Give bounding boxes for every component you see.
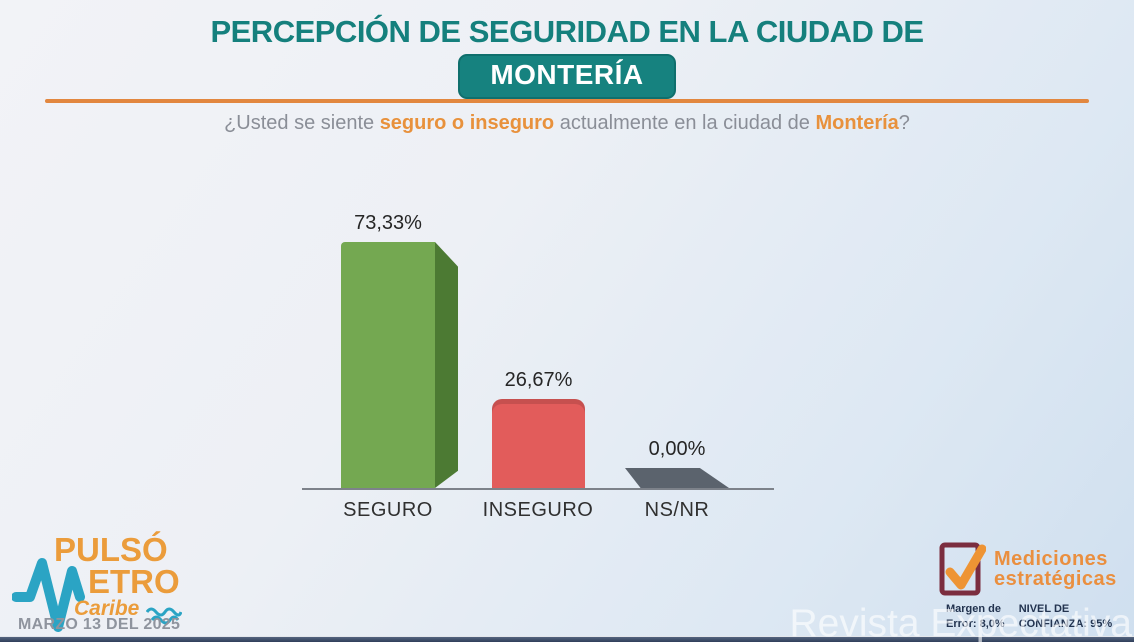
- survey-stats: Margen de Error: 8,0% NIVEL DE CONFIANZA…: [946, 602, 1112, 632]
- x-label-nsnr: NS/NR: [644, 499, 710, 521]
- confidence-value: CONFIANZA: 95%: [1018, 617, 1113, 630]
- bar-inseguro: [492, 399, 585, 488]
- bar-seguro: [341, 242, 458, 488]
- margin-of-error: Margen de Error: 8,0%: [946, 602, 1005, 632]
- sea-waves-icon: [146, 607, 182, 625]
- bar-group-nsnr: 0,00%: [625, 438, 729, 488]
- logo-word-pulso: PULSÓ: [54, 531, 168, 568]
- bar-value-seguro: 73,33%: [354, 212, 422, 234]
- question-highlight-2: Montería: [815, 112, 899, 134]
- x-label-inseguro: INSEGURO: [482, 499, 594, 521]
- x-label-seguro: SEGURO: [343, 499, 433, 521]
- bar-group-inseguro: 26,67%: [492, 369, 585, 488]
- watermark: Revista Expectativa: [789, 602, 1133, 642]
- question-middle: actualmente en la ciudad de: [554, 112, 816, 134]
- divider-rule: [45, 99, 1089, 103]
- bar-seguro-3d-side: [435, 242, 458, 488]
- question-suffix: ?: [898, 112, 910, 134]
- logo-word-caribe: Caribe: [74, 597, 140, 620]
- bar-group-seguro: 73,33%: [341, 212, 458, 488]
- x-axis-line: [302, 488, 774, 490]
- margin-label: Margen de: [946, 603, 1002, 615]
- brand-name-line2: estratégicas: [994, 568, 1117, 590]
- brand-name-line1: Mediciones: [994, 547, 1108, 570]
- question-highlight-1: seguro o inseguro: [379, 112, 555, 134]
- confidence-label: NIVEL DE: [1018, 603, 1070, 615]
- checkbox-check-icon: [939, 542, 986, 596]
- bar-chart: 73,33% 26,67% 0,00% SEGURO INSEGURO NS/N…: [302, 212, 774, 521]
- mediciones-estrategicas-logo: Mediciones estratégicas: [938, 540, 1117, 598]
- city-badge: MONTERÍA: [458, 54, 676, 99]
- survey-date: MARZO 13 DEL 2025: [18, 616, 181, 633]
- bar-value-nsnr: 0,00%: [648, 438, 706, 460]
- question-prefix: ¿Usted se siente: [224, 112, 380, 134]
- pulsometro-caribe-logo: PULSÓ ETRO Caribe: [12, 531, 191, 632]
- heartbeat-m-icon: [12, 558, 85, 632]
- header: PERCEPCIÓN DE SEGURIDAD EN LA CIUDAD DE …: [0, 14, 1134, 99]
- margin-value: Error: 8,0%: [946, 617, 1005, 630]
- bar-value-inseguro: 26,67%: [504, 369, 573, 391]
- brand-name: Mediciones estratégicas: [994, 547, 1117, 590]
- survey-question: ¿Usted se siente seguro o inseguro actua…: [0, 112, 1134, 135]
- confidence-level: NIVEL DE CONFIANZA: 95%: [1019, 602, 1113, 632]
- bottom-navy-bar: [0, 636, 1134, 642]
- page-title: PERCEPCIÓN DE SEGURIDAD EN LA CIUDAD DE: [210, 14, 924, 49]
- logo-word-metro: ETRO: [88, 563, 180, 600]
- bar-nsnr-flat-shape: [625, 468, 729, 488]
